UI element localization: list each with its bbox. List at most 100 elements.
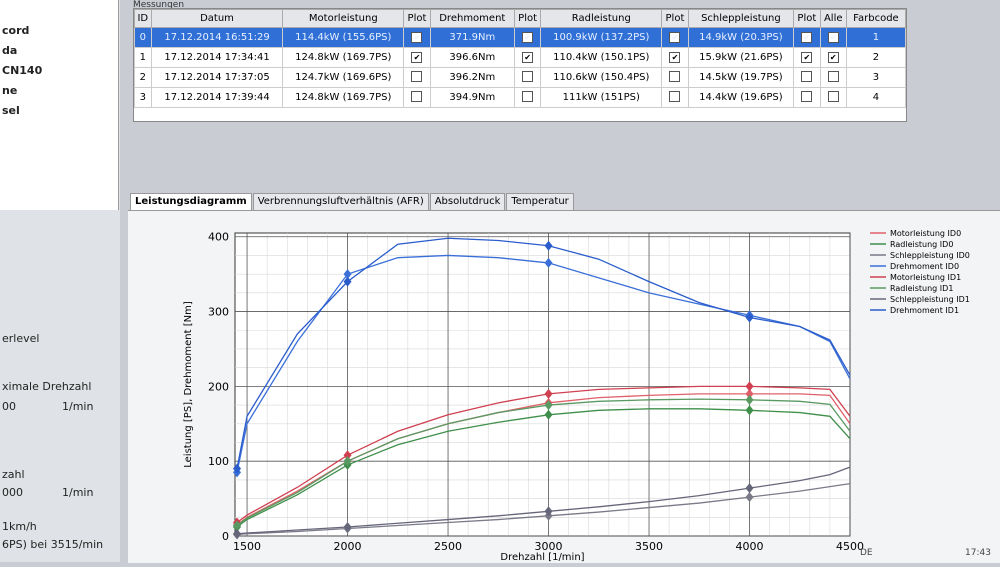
data-point — [745, 483, 754, 494]
plot-cell: ✔ — [819, 27, 847, 48]
cell: 124.8kW (169.7PS) — [282, 87, 405, 108]
column-header: Radleistung — [540, 9, 663, 28]
taskbar-lang: DE — [860, 548, 873, 558]
cell: 14.9kW (20.3PS) — [687, 27, 795, 48]
checkbox[interactable]: ✔ — [801, 32, 813, 43]
checkbox[interactable]: ✔ — [411, 52, 423, 63]
checkbox[interactable] — [522, 90, 534, 102]
tab[interactable]: Temperatur — [506, 193, 574, 210]
checkbox[interactable] — [827, 70, 839, 82]
checkbox[interactable]: ✔ — [827, 32, 839, 43]
plot-cell — [403, 87, 431, 108]
plot-cell: ✔ — [661, 27, 689, 48]
data-point — [343, 450, 352, 461]
tab-bar: Leistungsdiagramm Verbrennungsluftverhält… — [130, 193, 575, 210]
data-point — [745, 388, 754, 399]
legend-label: Drehmoment ID0 — [890, 262, 959, 271]
checkbox[interactable] — [801, 90, 813, 102]
cell: 17.12.2014 17:39:44 — [150, 87, 284, 108]
cell: 110.4kW (150.1PS) — [540, 47, 663, 68]
data-point — [544, 388, 553, 399]
list-item[interactable]: ne — [2, 84, 18, 97]
data-point — [343, 276, 352, 287]
data-point — [233, 528, 242, 539]
cell: 394.9Nm — [429, 87, 515, 108]
section-title: Messungen — [133, 0, 185, 10]
cell: 100.9kW (137.2PS) — [540, 27, 663, 48]
list-item[interactable]: CN140 — [2, 64, 43, 77]
column-header: Motorleistung — [282, 9, 405, 28]
x-tick-label: 3000 — [535, 540, 563, 553]
field-label: 1/min — [62, 400, 94, 413]
legend-label: Schleppleistung ID1 — [890, 295, 970, 304]
column-header: Drehmoment — [429, 9, 515, 28]
checkbox[interactable] — [827, 90, 839, 102]
checkbox[interactable]: ✔ — [801, 52, 813, 63]
checkbox[interactable] — [411, 90, 423, 102]
cell: 14.5kW (19.7PS) — [687, 67, 795, 88]
plot-cell — [661, 67, 689, 88]
list-item[interactable]: sel — [2, 104, 20, 117]
legend-label: Radleistung ID1 — [890, 284, 953, 293]
table-row[interactable]: 3 17.12.2014 17:39:44 124.8kW (169.7PS) 394… — [134, 87, 907, 108]
table-row[interactable]: 2 17.12.2014 17:37:05 124.7kW (169.6PS) 396… — [134, 67, 907, 88]
cell: 3 — [845, 67, 907, 88]
cell: 2 — [845, 47, 907, 68]
field-label: erlevel — [2, 332, 40, 345]
plot-cell: ✔ — [513, 47, 542, 68]
list-item[interactable]: cord — [2, 24, 30, 37]
plot-cell: ✔ — [793, 27, 821, 48]
cell: 396.2Nm — [429, 67, 515, 88]
cell: 124.7kW (169.6PS) — [282, 67, 405, 88]
checkbox[interactable] — [669, 70, 681, 82]
cell: 1 — [134, 47, 152, 68]
cell: 14.4kW (19.6PS) — [687, 87, 795, 108]
data-point — [544, 240, 553, 251]
tab[interactable]: Leistungsdiagramm — [130, 193, 252, 210]
data-point — [233, 463, 242, 474]
checkbox[interactable] — [801, 70, 813, 82]
column-header: Datum — [150, 9, 284, 28]
y-tick-label: 0 — [222, 530, 229, 543]
plot-cell: ✔ — [793, 47, 821, 68]
checkbox[interactable]: ✔ — [522, 32, 534, 43]
checkbox[interactable]: ✔ — [522, 52, 534, 63]
legend-label: Schleppleistung ID0 — [890, 251, 970, 260]
field-label: 000 — [2, 486, 23, 499]
field-label: ximale Drehzahl — [2, 380, 92, 393]
checkbox[interactable]: ✔ — [411, 32, 423, 43]
x-tick-label: 2000 — [334, 540, 362, 553]
table-row[interactable]: 0 17.12.2014 16:51:29 114.4kW (155.6PS) ✔ 37… — [134, 27, 907, 48]
legend-label: Drehmoment ID1 — [890, 306, 959, 315]
tab[interactable]: Verbrennungsluftverhältnis (AFR) — [252, 193, 429, 210]
data-point — [544, 506, 553, 517]
y-tick-label: 200 — [208, 380, 229, 393]
checkbox[interactable] — [522, 70, 534, 82]
cell: 371.9Nm — [429, 27, 515, 48]
tab[interactable]: Absolutdruck — [429, 193, 506, 210]
data-point — [745, 492, 754, 503]
chart: 1500 2000 2500 3000 3500 4000 4500 0 100 200 300 40… — [183, 229, 970, 563]
checkbox[interactable]: ✔ — [669, 52, 681, 63]
cell: 2 — [134, 67, 152, 88]
data-point — [745, 312, 754, 323]
plot-cell — [819, 67, 847, 88]
plot-cell: ✔ — [819, 47, 847, 68]
table-row[interactable]: 1 17.12.2014 17:34:41 124.8kW (169.7PS) ✔ 39… — [134, 47, 907, 68]
checkbox[interactable] — [411, 70, 423, 82]
cell: 110.6kW (150.4PS) — [540, 67, 663, 88]
vehicle-list: cord da CN140 ne sel — [0, 0, 119, 210]
cell: 15.9kW (21.6PS) — [687, 47, 795, 68]
field-label: 1km/h — [2, 520, 37, 533]
y-axis-label: Leistung [PS], Drehmoment [Nm] — [183, 301, 194, 468]
plot-cell: ✔ — [661, 47, 689, 68]
legend-label: Motorleistung ID0 — [890, 229, 961, 238]
cell: 124.8kW (169.7PS) — [282, 47, 405, 68]
checkbox[interactable]: ✔ — [827, 52, 839, 63]
list-item[interactable]: da — [2, 44, 18, 57]
checkbox[interactable] — [669, 90, 681, 102]
cell: 1 — [845, 27, 907, 48]
checkbox[interactable]: ✔ — [669, 32, 681, 43]
plot-cell: ✔ — [403, 27, 431, 48]
